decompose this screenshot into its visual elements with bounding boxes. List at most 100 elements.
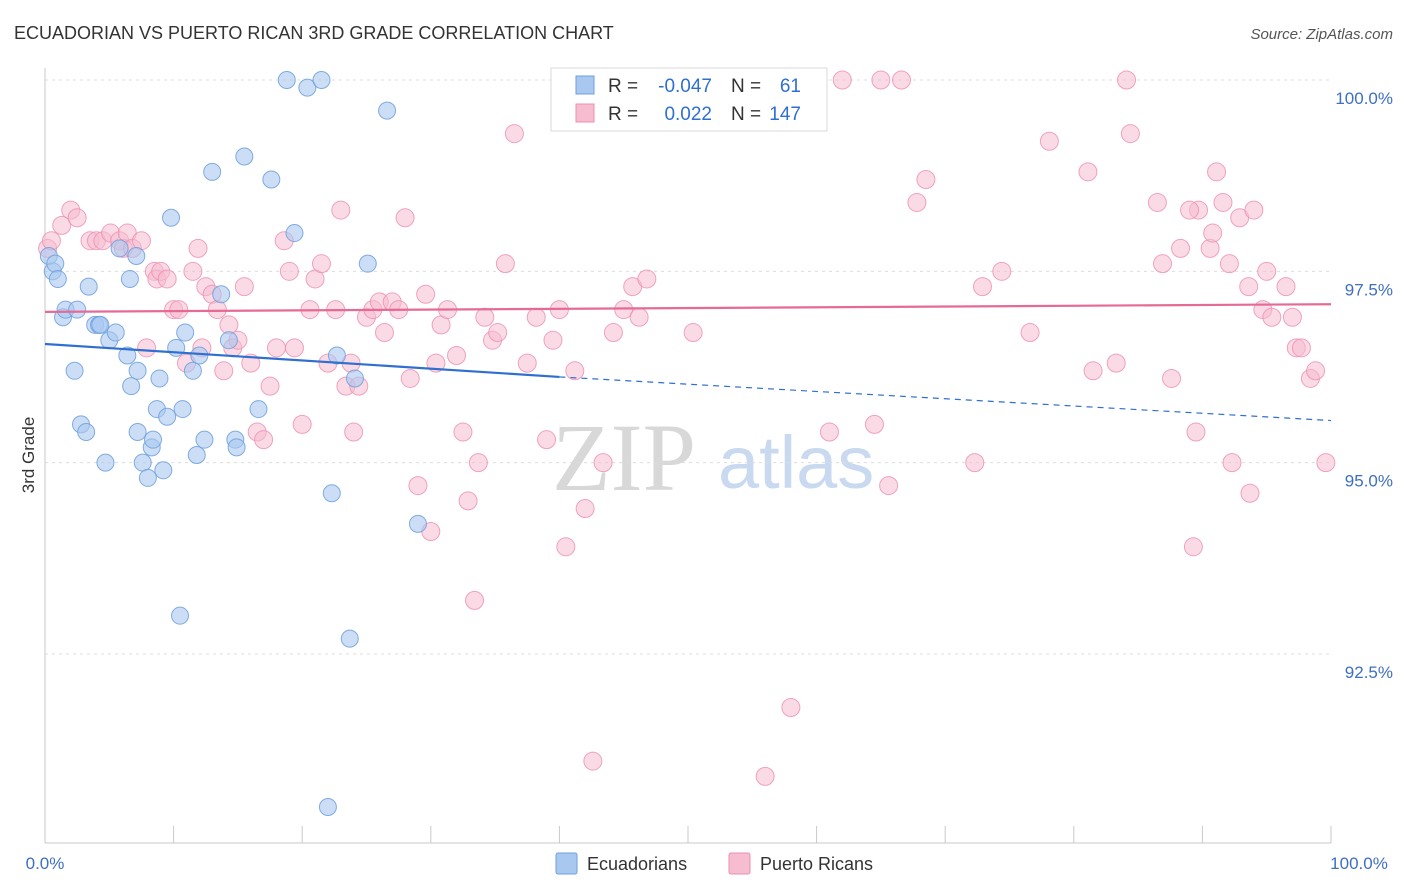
legend-n-value-1: 61 bbox=[780, 76, 801, 97]
point-ecuadorians-17 bbox=[65, 361, 84, 380]
point-puerto-ricans-131 bbox=[1219, 254, 1239, 274]
point-ecuadorians-33 bbox=[173, 400, 192, 419]
point-puerto-ricans-79 bbox=[543, 330, 563, 350]
point-puerto-ricans-140 bbox=[1276, 277, 1296, 297]
point-puerto-ricans-14 bbox=[137, 338, 157, 358]
point-ecuadorians-41 bbox=[219, 331, 238, 350]
y-tick-label-2: 95.0% bbox=[1345, 472, 1393, 491]
point-puerto-ricans-81 bbox=[556, 537, 576, 557]
point-puerto-ricans-71 bbox=[475, 307, 495, 327]
point-puerto-ricans-28 bbox=[214, 361, 234, 381]
bottom-legend-puerto-ricans: Puerto Ricans bbox=[760, 854, 873, 874]
point-puerto-ricans-41 bbox=[292, 414, 312, 434]
bottom-legend-ecuadorians: Ecuadorians bbox=[587, 854, 687, 874]
point-ecuadorians-11 bbox=[106, 323, 125, 342]
point-puerto-ricans-106 bbox=[891, 70, 911, 90]
grid-layer bbox=[45, 79, 1331, 655]
point-ecuadorians-50 bbox=[312, 71, 331, 89]
point-ecuadorians-16 bbox=[127, 247, 146, 266]
point-ecuadorians-32 bbox=[171, 606, 190, 625]
x-tick-label-min: 0.0% bbox=[26, 854, 65, 873]
point-puerto-ricans-27 bbox=[207, 300, 227, 320]
point-ecuadorians-23 bbox=[138, 468, 157, 487]
point-puerto-ricans-20 bbox=[169, 300, 189, 320]
point-puerto-ricans-130 bbox=[1213, 192, 1233, 212]
point-puerto-ricans-84 bbox=[583, 751, 603, 771]
point-ecuadorians-19 bbox=[77, 423, 96, 442]
point-puerto-ricans-32 bbox=[234, 277, 254, 297]
point-puerto-ricans-146 bbox=[1316, 453, 1336, 473]
point-puerto-ricans-99 bbox=[781, 698, 801, 718]
point-ecuadorians-38 bbox=[195, 430, 214, 449]
point-puerto-ricans-83 bbox=[575, 499, 595, 519]
point-ecuadorians-57 bbox=[318, 798, 337, 816]
point-ecuadorians-49 bbox=[298, 78, 317, 97]
point-ecuadorians-39 bbox=[203, 162, 222, 181]
point-puerto-ricans-113 bbox=[1039, 131, 1059, 151]
point-puerto-ricans-120 bbox=[1153, 254, 1173, 274]
point-puerto-ricans-111 bbox=[992, 261, 1012, 281]
series-puerto-ricans bbox=[38, 70, 1336, 786]
point-puerto-ricans-115 bbox=[1083, 361, 1103, 381]
point-puerto-ricans-22 bbox=[183, 261, 203, 281]
y-tick-labels: 100.0% 97.5% 95.0% 92.5% bbox=[1335, 89, 1393, 682]
point-puerto-ricans-143 bbox=[1291, 338, 1311, 358]
y-tick-label-3: 92.5% bbox=[1345, 663, 1393, 682]
point-puerto-ricans-139 bbox=[1262, 307, 1282, 327]
y-axis-title: 3rd Grade bbox=[19, 417, 38, 494]
point-puerto-ricans-118 bbox=[1120, 124, 1140, 144]
point-ecuadorians-56 bbox=[378, 101, 397, 120]
point-puerto-ricans-67 bbox=[453, 422, 473, 442]
trend-lines bbox=[44, 303, 1332, 422]
point-puerto-ricans-1 bbox=[41, 231, 61, 251]
legend-r-value-1: -0.047 bbox=[658, 76, 712, 97]
point-puerto-ricans-39 bbox=[279, 261, 299, 281]
point-puerto-ricans-105 bbox=[879, 476, 899, 496]
trend-puerto-ricans bbox=[44, 303, 1332, 313]
point-puerto-ricans-145 bbox=[1306, 361, 1326, 381]
point-puerto-ricans-135 bbox=[1240, 483, 1260, 503]
point-puerto-ricans-141 bbox=[1282, 307, 1302, 327]
point-ecuadorians-47 bbox=[277, 71, 296, 89]
point-puerto-ricans-73 bbox=[488, 323, 508, 343]
point-ecuadorians-48 bbox=[285, 224, 304, 243]
point-ecuadorians-14 bbox=[120, 269, 139, 288]
point-ecuadorians-7 bbox=[79, 277, 98, 296]
point-ecuadorians-28 bbox=[154, 461, 173, 480]
point-puerto-ricans-59 bbox=[400, 368, 420, 388]
series-ecuadorians bbox=[39, 71, 427, 816]
point-ecuadorians-44 bbox=[235, 147, 254, 166]
point-ecuadorians-58 bbox=[408, 514, 427, 533]
point-puerto-ricans-103 bbox=[864, 414, 884, 434]
point-ecuadorians-59 bbox=[110, 239, 129, 258]
bottom-legend: Ecuadorians Puerto Ricans bbox=[555, 852, 873, 875]
y-tick-label-1: 97.5% bbox=[1345, 280, 1393, 299]
point-puerto-ricans-50 bbox=[344, 422, 364, 442]
point-puerto-ricans-110 bbox=[972, 277, 992, 297]
point-puerto-ricans-117 bbox=[1117, 70, 1137, 90]
point-puerto-ricans-109 bbox=[965, 453, 985, 473]
point-puerto-ricans-37 bbox=[266, 338, 286, 358]
point-ecuadorians-3 bbox=[48, 269, 67, 288]
point-puerto-ricans-2 bbox=[52, 215, 72, 235]
point-ecuadorians-51 bbox=[322, 484, 341, 503]
point-puerto-ricans-122 bbox=[1171, 238, 1191, 258]
point-puerto-ricans-132 bbox=[1222, 453, 1242, 473]
point-puerto-ricans-125 bbox=[1183, 537, 1203, 557]
point-puerto-ricans-23 bbox=[188, 238, 208, 258]
point-puerto-ricans-112 bbox=[1020, 323, 1040, 343]
point-puerto-ricans-124 bbox=[1180, 200, 1200, 220]
point-puerto-ricans-128 bbox=[1203, 223, 1223, 243]
point-puerto-ricans-40 bbox=[284, 338, 304, 358]
point-puerto-ricans-4 bbox=[67, 208, 87, 228]
point-puerto-ricans-129 bbox=[1207, 162, 1227, 182]
point-puerto-ricans-89 bbox=[629, 307, 649, 327]
point-puerto-ricans-58 bbox=[395, 208, 415, 228]
point-ecuadorians-22 bbox=[133, 453, 152, 472]
point-puerto-ricans-126 bbox=[1186, 422, 1206, 442]
legend-r-label-2: R = bbox=[608, 104, 638, 125]
x-ticks bbox=[44, 826, 1332, 843]
point-ecuadorians-21 bbox=[128, 361, 147, 380]
point-ecuadorians-55 bbox=[358, 254, 377, 273]
legend-frame bbox=[550, 67, 828, 132]
